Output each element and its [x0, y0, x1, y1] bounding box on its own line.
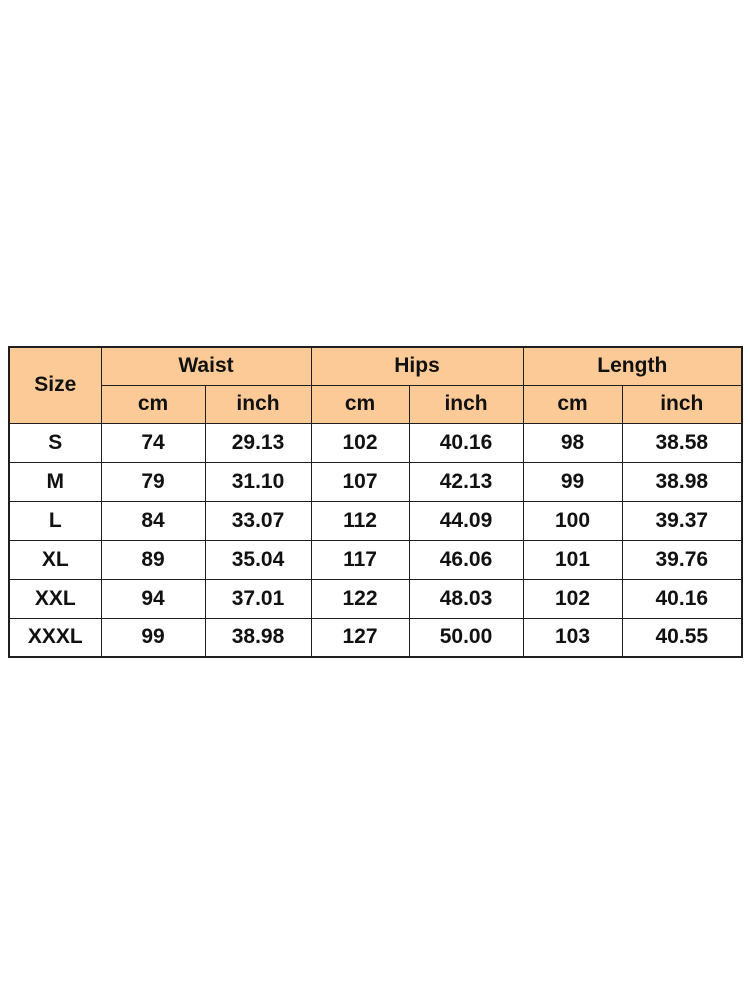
waist-cm-value: 89 — [100, 539, 206, 580]
unit-header-hips-cm: cm — [310, 384, 410, 424]
size-chart-body: S 74 29.13 102 40.16 98 38.58 M 79 31.10… — [8, 422, 743, 658]
length-inch-value: 38.98 — [621, 461, 743, 502]
table-row-m: M 79 31.10 107 42.13 99 38.98 — [8, 461, 743, 502]
table-row-xl: XL 89 35.04 117 46.06 101 39.76 — [8, 539, 743, 580]
hips-cm-value: 112 — [310, 500, 410, 541]
waist-inch-value: 33.07 — [204, 500, 312, 541]
hips-inch-value: 40.16 — [408, 422, 524, 463]
corner-header-size: Size — [8, 346, 102, 424]
unit-header-length-inch: inch — [621, 384, 743, 424]
size-label: XXXL — [8, 617, 102, 658]
unit-header-length-cm: cm — [522, 384, 623, 424]
hips-inch-value: 42.13 — [408, 461, 524, 502]
hips-inch-value: 46.06 — [408, 539, 524, 580]
size-label: L — [8, 500, 102, 541]
size-label: S — [8, 422, 102, 463]
length-cm-value: 103 — [522, 617, 623, 658]
waist-inch-value: 38.98 — [204, 617, 312, 658]
table-row-s: S 74 29.13 102 40.16 98 38.58 — [8, 422, 743, 463]
waist-cm-value: 74 — [100, 422, 206, 463]
waist-cm-value: 99 — [100, 617, 206, 658]
length-cm-value: 98 — [522, 422, 623, 463]
size-label: XXL — [8, 578, 102, 619]
length-cm-value: 99 — [522, 461, 623, 502]
waist-cm-value: 84 — [100, 500, 206, 541]
hips-inch-value: 48.03 — [408, 578, 524, 619]
length-cm-value: 101 — [522, 539, 623, 580]
length-inch-value: 39.37 — [621, 500, 743, 541]
hips-inch-value: 50.00 — [408, 617, 524, 658]
size-label: XL — [8, 539, 102, 580]
length-inch-value: 40.16 — [621, 578, 743, 619]
size-chart-table: Size Waist Hips Length cm inch cm inch c… — [8, 346, 744, 658]
hips-cm-value: 122 — [310, 578, 410, 619]
waist-cm-value: 79 — [100, 461, 206, 502]
group-header-waist: Waist — [100, 346, 312, 386]
header-group-row: Size Waist Hips Length — [8, 346, 743, 424]
hips-cm-value: 107 — [310, 461, 410, 502]
hips-cm-value: 127 — [310, 617, 410, 658]
unit-header-waist-cm: cm — [100, 384, 206, 424]
group-header-length: Length — [522, 346, 743, 386]
length-inch-value: 40.55 — [621, 617, 743, 658]
waist-inch-value: 29.13 — [204, 422, 312, 463]
hips-cm-value: 117 — [310, 539, 410, 580]
length-inch-value: 39.76 — [621, 539, 743, 580]
table-row-l: L 84 33.07 112 44.09 100 39.37 — [8, 500, 743, 541]
unit-header-hips-inch: inch — [408, 384, 524, 424]
length-cm-value: 102 — [522, 578, 623, 619]
length-inch-value: 38.58 — [621, 422, 743, 463]
group-header-hips: Hips — [310, 346, 524, 386]
waist-inch-value: 37.01 — [204, 578, 312, 619]
waist-cm-value: 94 — [100, 578, 206, 619]
size-label: M — [8, 461, 102, 502]
header-unit-row: cm inch cm inch cm inch — [9, 384, 743, 424]
unit-header-waist-inch: inch — [204, 384, 312, 424]
size-chart-header: Size Waist Hips Length cm inch cm inch c… — [8, 346, 743, 424]
table-row-xxl: XXL 94 37.01 122 48.03 102 40.16 — [8, 578, 743, 619]
length-cm-value: 100 — [522, 500, 623, 541]
hips-cm-value: 102 — [310, 422, 410, 463]
table-row-xxxl: XXXL 99 38.98 127 50.00 103 40.55 — [8, 617, 743, 658]
waist-inch-value: 35.04 — [204, 539, 312, 580]
waist-inch-value: 31.10 — [204, 461, 312, 502]
hips-inch-value: 44.09 — [408, 500, 524, 541]
